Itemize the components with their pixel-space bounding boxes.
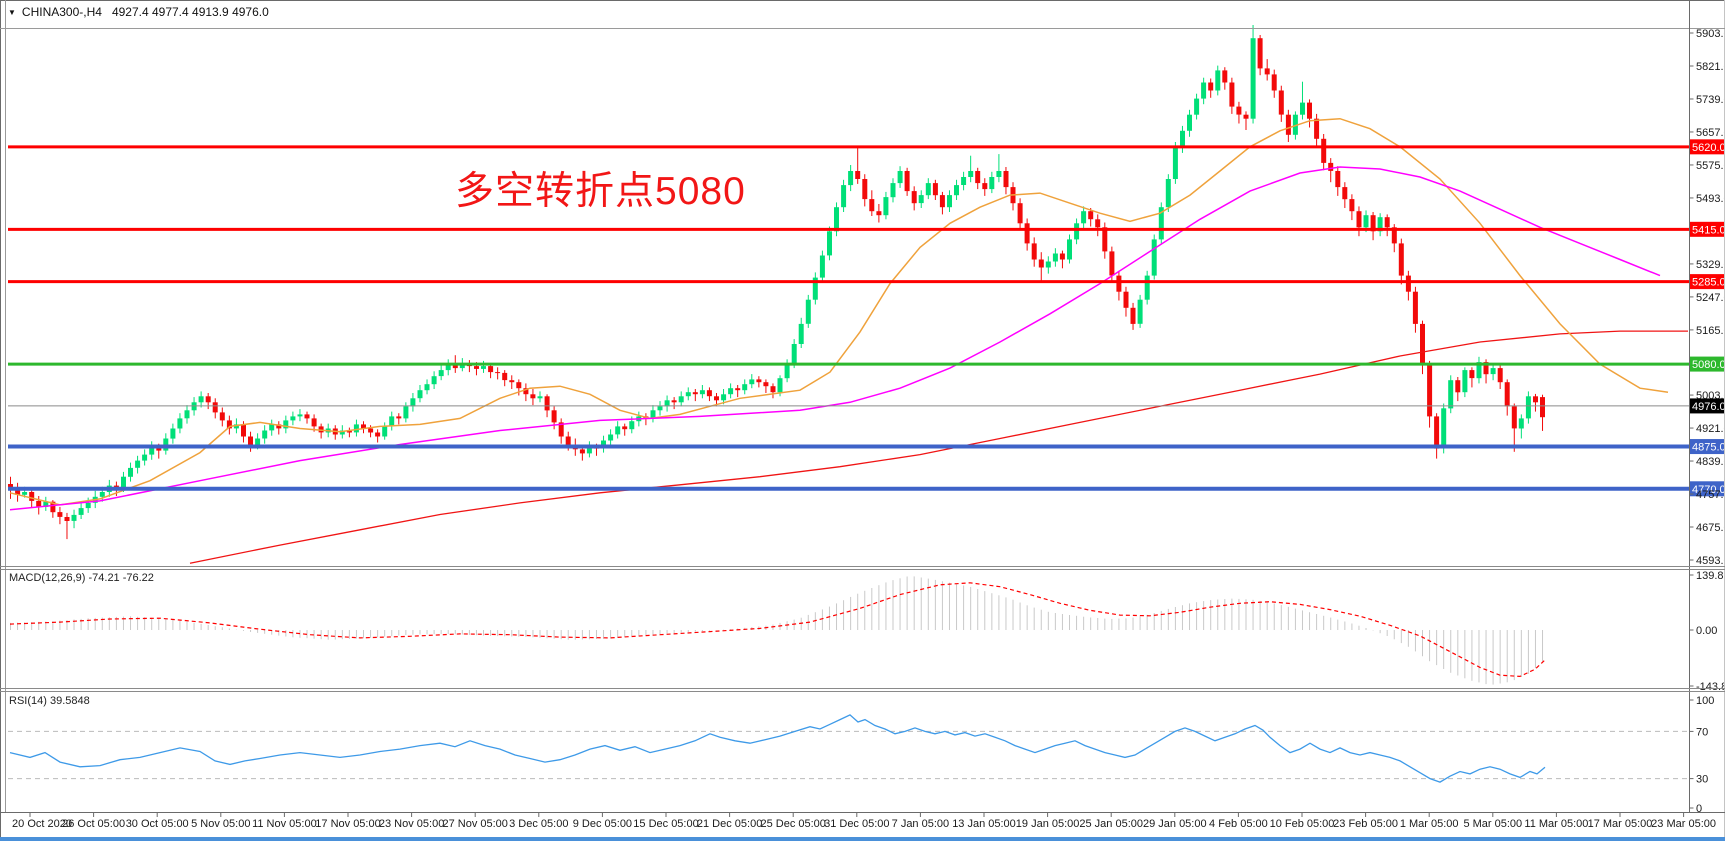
price-badge-5285 xyxy=(1690,274,1725,290)
y-axis-label: 5329.0 xyxy=(1696,259,1725,271)
time-axis-label: 31 Dec 05:00 xyxy=(824,818,889,830)
chart-header: ▼ CHINA300-,H4 4927.4 4977.4 4913.9 4976.0 xyxy=(8,5,269,19)
price-badge-4770 xyxy=(1690,481,1725,497)
price-badge-label: 4770.0 xyxy=(1692,484,1725,496)
candles[interactable] xyxy=(8,25,1545,540)
collapse-icon[interactable]: ▼ xyxy=(8,8,16,17)
time-axis-label: 11 Mar 05:00 xyxy=(1524,818,1588,830)
y-axis-label: 5657.0 xyxy=(1696,127,1725,139)
time-axis-label: 25 Dec 05:00 xyxy=(760,818,825,830)
time-axis-label: 17 Mar 05:00 xyxy=(1588,818,1653,830)
time-axis-label: 25 Jan 05:00 xyxy=(1079,818,1143,830)
y-axis-label: 5247.0 xyxy=(1696,292,1725,304)
rsi-axis-label: 0 xyxy=(1696,803,1702,815)
y-axis-label: 4839.0 xyxy=(1696,456,1725,468)
rsi-value: 39.5848 xyxy=(49,695,90,707)
rsi-pane-label: RSI(14) 39.5848 xyxy=(9,695,90,707)
rsi-label-text: RSI(14) xyxy=(9,695,47,707)
y-axis-label: 5575.0 xyxy=(1696,160,1725,172)
macd-axis-label: -143.82 xyxy=(1696,681,1725,693)
annotation-text[interactable]: 多空转折点5080 xyxy=(455,170,746,213)
time-axis-label: 10 Feb 05:00 xyxy=(1270,818,1335,830)
time-axis-label: 23 Mar 05:00 xyxy=(1651,818,1716,830)
macd-signal-line xyxy=(9,582,1546,678)
price-badge-5080 xyxy=(1690,356,1725,372)
price-badge-label: 5285.0 xyxy=(1692,277,1725,289)
ohlc-values: 4927.4 4977.4 4913.9 4976.0 xyxy=(111,5,269,19)
time-axis-label: 19 Jan 05:00 xyxy=(1016,818,1080,830)
time-axis-label: 7 Jan 05:00 xyxy=(892,818,950,830)
symbol-label: CHINA300-,H4 xyxy=(21,5,102,19)
macd-pane-label: MACD(12,26,9) -74.21 -76.22 xyxy=(9,572,154,584)
macd-axis-label: 0.00 xyxy=(1696,625,1717,637)
rsi-axis-label: 70 xyxy=(1696,726,1708,738)
time-axis-label: 9 Dec 05:00 xyxy=(573,818,632,830)
macd-label-text: MACD(12,26,9) xyxy=(9,572,86,584)
price-badge-5620 xyxy=(1690,139,1725,155)
time-axis-label: 15 Dec 05:00 xyxy=(633,818,698,830)
time-axis-label: 23 Nov 05:00 xyxy=(379,818,444,830)
time-axis-label: 5 Mar 05:00 xyxy=(1463,818,1522,830)
time-axis-label: 13 Jan 05:00 xyxy=(952,818,1016,830)
time-axis-label: 20 Oct 2020 xyxy=(12,818,72,830)
time-axis-label: 1 Mar 05:00 xyxy=(1400,818,1459,830)
price-badge-label: 5620.0 xyxy=(1692,142,1725,154)
time-axis-label: 17 Nov 05:00 xyxy=(315,818,380,830)
time-axis-label: 3 Dec 05:00 xyxy=(509,818,568,830)
rsi-axis-label: 30 xyxy=(1696,774,1708,786)
y-axis-label: 4593.0 xyxy=(1696,555,1725,567)
price-badge-5415 xyxy=(1690,221,1725,237)
y-axis-label: 4757.0 xyxy=(1696,489,1725,501)
price-badge-label: 5415.0 xyxy=(1692,224,1725,236)
price-badge-label: 5080.0 xyxy=(1692,359,1725,371)
rsi-line xyxy=(9,714,1546,783)
macd-histogram xyxy=(10,576,1544,685)
time-axis-label: 21 Dec 05:00 xyxy=(697,818,762,830)
y-axis-label: 5165.0 xyxy=(1696,325,1725,337)
price-badge-4875 xyxy=(1690,439,1725,455)
macd-values: -74.21 -76.22 xyxy=(88,572,154,584)
time-axis-label: 5 Nov 05:00 xyxy=(191,818,250,830)
ma-fast-line xyxy=(9,117,1669,506)
current-price-badge-label: 4976.0 xyxy=(1692,401,1725,413)
y-axis-label: 5003.0 xyxy=(1696,390,1725,402)
macd-axis-label: 139.86 xyxy=(1696,570,1725,582)
y-axis-label: 5493.0 xyxy=(1696,193,1725,205)
time-axis-label: 26 Oct 05:00 xyxy=(62,818,125,830)
y-axis-label: 5821.0 xyxy=(1696,61,1725,73)
y-axis-label: 5739.0 xyxy=(1696,94,1725,106)
time-axis-label: 23 Feb 05:00 xyxy=(1333,818,1398,830)
time-axis-label: 11 Nov 05:00 xyxy=(252,818,317,830)
y-axis-label: 4921.0 xyxy=(1696,423,1725,435)
ma-mid-line xyxy=(9,166,1661,511)
bottom-strip xyxy=(0,837,1725,841)
current-price-badge xyxy=(1690,398,1725,414)
time-axis-label: 30 Oct 05:00 xyxy=(126,818,189,830)
time-axis-label: 4 Feb 05:00 xyxy=(1209,818,1268,830)
rsi-axis-label: 100 xyxy=(1696,695,1714,707)
y-axis-label: 4675.0 xyxy=(1696,522,1725,534)
y-axis-label: 5903.0 xyxy=(1696,28,1725,40)
time-axis-label: 27 Nov 05:00 xyxy=(442,818,507,830)
price-badge-label: 4875.0 xyxy=(1692,442,1725,454)
time-axis-label: 29 Jan 05:00 xyxy=(1143,818,1207,830)
